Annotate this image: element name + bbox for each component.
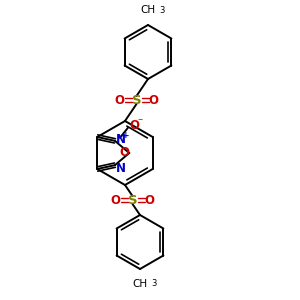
Text: N: N [116, 133, 126, 146]
Text: O: O [119, 146, 129, 160]
Text: O: O [110, 194, 121, 206]
Text: O: O [148, 94, 158, 106]
Text: CH: CH [140, 5, 156, 15]
Text: O: O [145, 194, 154, 206]
Text: S: S [128, 194, 137, 206]
Text: 3: 3 [159, 6, 164, 15]
Text: O: O [115, 94, 124, 106]
Text: ⁻: ⁻ [137, 117, 142, 127]
Text: CH: CH [132, 279, 148, 289]
Text: N: N [116, 162, 126, 175]
Text: 3: 3 [151, 279, 156, 288]
Text: +: + [122, 131, 130, 140]
Text: S: S [132, 94, 141, 106]
Text: O: O [129, 119, 139, 132]
